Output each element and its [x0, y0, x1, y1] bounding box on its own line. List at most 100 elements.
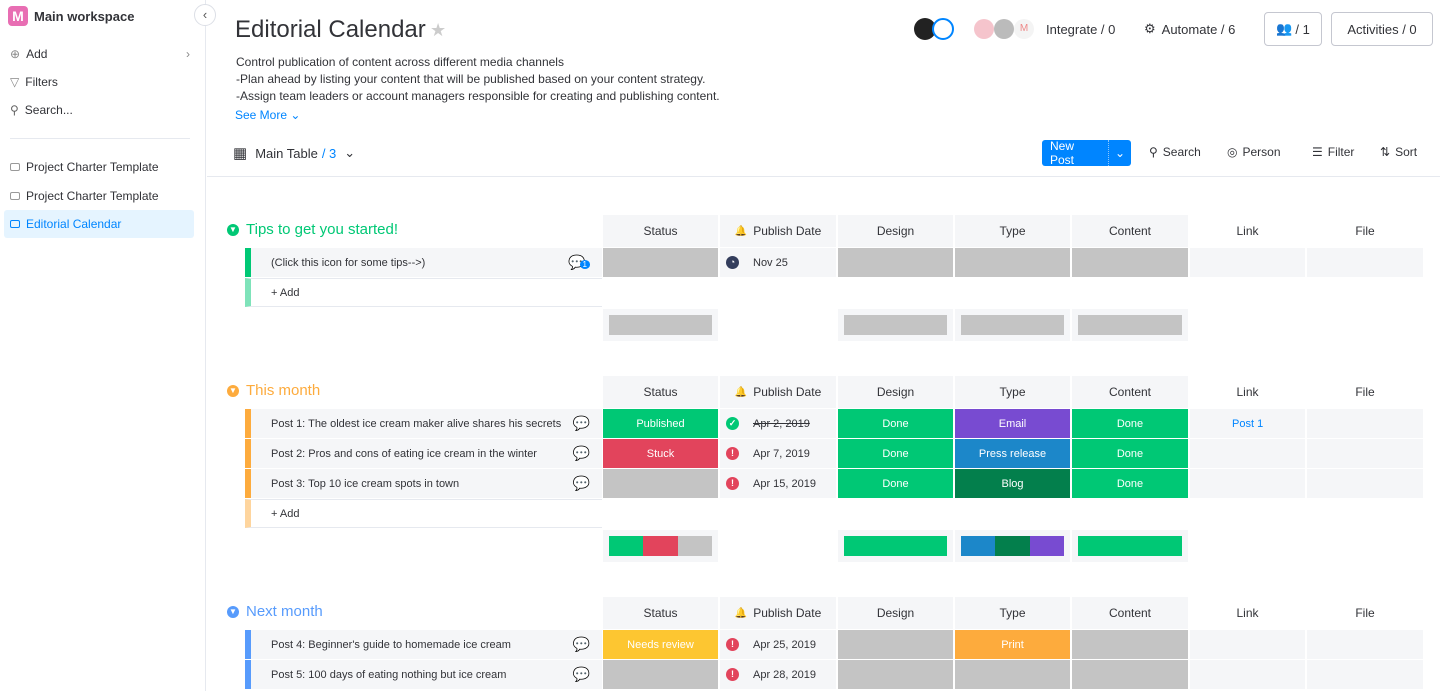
- type-cell[interactable]: Print: [955, 630, 1070, 659]
- automate-button[interactable]: ⚙ Automate / 6: [1144, 12, 1235, 46]
- type-cell[interactable]: Press release: [955, 439, 1070, 468]
- sidebar-board-editorial-calendar[interactable]: Editorial Calendar: [4, 210, 194, 238]
- file-cell[interactable]: [1307, 248, 1423, 277]
- column-header-status[interactable]: Status: [603, 376, 718, 408]
- updates-bubble-icon[interactable]: 💬: [572, 636, 590, 652]
- collapse-group-icon[interactable]: ▼: [227, 223, 239, 236]
- link-cell[interactable]: [1190, 660, 1305, 689]
- table-row-name[interactable]: Post 4: Beginner's guide to homemade ice…: [245, 630, 602, 659]
- column-header-publish-date[interactable]: 🔔 Publish Date: [720, 215, 836, 247]
- design-cell[interactable]: [838, 660, 953, 689]
- column-header-file[interactable]: File: [1307, 597, 1423, 629]
- column-header-link[interactable]: Link: [1190, 597, 1305, 629]
- sidebar-search[interactable]: ⚲ Search...: [10, 103, 73, 117]
- members-button[interactable]: 👥/ 1: [1264, 12, 1322, 46]
- column-header-file[interactable]: File: [1307, 376, 1423, 408]
- column-header-design[interactable]: Design: [838, 376, 953, 408]
- column-header-content[interactable]: Content: [1072, 597, 1188, 629]
- table-row-name[interactable]: Post 1: The oldest ice cream maker alive…: [245, 409, 602, 438]
- collapse-group-icon[interactable]: ▼: [227, 384, 239, 397]
- add-item-row[interactable]: + Add: [245, 499, 602, 528]
- type-cell[interactable]: Email: [955, 409, 1070, 438]
- design-cell[interactable]: Done: [838, 439, 953, 468]
- board-owners[interactable]: [914, 12, 954, 46]
- collapse-sidebar-button[interactable]: ‹: [194, 4, 216, 26]
- column-header-content[interactable]: Content: [1072, 376, 1188, 408]
- column-header-status[interactable]: Status: [603, 597, 718, 629]
- column-header-design[interactable]: Design: [838, 215, 953, 247]
- group-title[interactable]: ▼ Next month: [227, 603, 323, 620]
- column-header-design[interactable]: Design: [838, 597, 953, 629]
- collapse-group-icon[interactable]: ▼: [227, 605, 239, 618]
- file-cell[interactable]: [1307, 660, 1423, 689]
- integrate-button[interactable]: Integrate / 0: [1046, 12, 1115, 46]
- column-header-type[interactable]: Type: [955, 215, 1070, 247]
- file-cell[interactable]: [1307, 439, 1423, 468]
- content-cell[interactable]: [1072, 248, 1188, 277]
- content-cell[interactable]: [1072, 660, 1188, 689]
- link-cell[interactable]: [1190, 469, 1305, 498]
- link-cell[interactable]: [1190, 248, 1305, 277]
- updates-bubble-icon[interactable]: 💬1: [568, 254, 590, 271]
- column-header-link[interactable]: Link: [1190, 215, 1305, 247]
- file-cell[interactable]: [1307, 469, 1423, 498]
- type-cell[interactable]: [955, 248, 1070, 277]
- sidebar-add[interactable]: ⊕ Add ›: [10, 47, 190, 61]
- integration-logos[interactable]: M: [974, 12, 1034, 46]
- file-cell[interactable]: [1307, 630, 1423, 659]
- column-header-type[interactable]: Type: [955, 597, 1070, 629]
- type-cell[interactable]: Blog: [955, 469, 1070, 498]
- sidebar-board-project-charter-2[interactable]: Project Charter Template: [4, 182, 194, 210]
- workspace-header[interactable]: M Main workspace: [8, 6, 134, 26]
- sidebar-board-project-charter-1[interactable]: Project Charter Template: [4, 153, 194, 181]
- status-cell[interactable]: Stuck: [603, 439, 718, 468]
- search-button[interactable]: ⚲ Search: [1149, 145, 1201, 159]
- type-cell[interactable]: [955, 660, 1070, 689]
- link-cell[interactable]: [1190, 439, 1305, 468]
- updates-bubble-icon[interactable]: 💬: [572, 445, 590, 461]
- publish-date-cell[interactable]: ! Apr 28, 2019: [720, 660, 836, 689]
- group-title[interactable]: ▼ Tips to get you started!: [227, 221, 398, 238]
- publish-date-cell[interactable]: ! Apr 15, 2019: [720, 469, 836, 498]
- publish-date-cell[interactable]: ◔ Nov 25: [720, 248, 836, 277]
- group-title[interactable]: ▼ This month: [227, 382, 320, 399]
- link-cell[interactable]: [1190, 630, 1305, 659]
- link-cell[interactable]: Post 1: [1190, 409, 1305, 438]
- status-cell[interactable]: [603, 248, 718, 277]
- publish-date-cell[interactable]: ! Apr 25, 2019: [720, 630, 836, 659]
- publish-date-cell[interactable]: ✓ Apr 2, 2019: [720, 409, 836, 438]
- sidebar-filters[interactable]: ▽ Filters: [10, 75, 58, 89]
- activities-button[interactable]: Activities / 0: [1331, 12, 1433, 46]
- column-header-publish-date[interactable]: 🔔 Publish Date: [720, 376, 836, 408]
- publish-date-cell[interactable]: ! Apr 7, 2019: [720, 439, 836, 468]
- content-cell[interactable]: [1072, 630, 1188, 659]
- person-button[interactable]: ◎ Person: [1227, 145, 1281, 159]
- status-cell[interactable]: [603, 660, 718, 689]
- table-row-name[interactable]: Post 2: Pros and cons of eating ice crea…: [245, 439, 602, 468]
- updates-bubble-icon[interactable]: 💬: [572, 666, 590, 682]
- new-post-button[interactable]: New Post ⌄: [1042, 139, 1131, 167]
- view-selector[interactable]: ▦ Main Table / 3 ⌄: [233, 144, 355, 162]
- updates-bubble-icon[interactable]: 💬: [572, 475, 590, 491]
- table-row-name[interactable]: Post 5: 100 days of eating nothing but i…: [245, 660, 602, 689]
- table-row-name[interactable]: (Click this icon for some tips-->) 💬1: [245, 248, 602, 277]
- file-cell[interactable]: [1307, 409, 1423, 438]
- status-cell[interactable]: [603, 469, 718, 498]
- content-cell[interactable]: Done: [1072, 469, 1188, 498]
- column-header-type[interactable]: Type: [955, 376, 1070, 408]
- content-cell[interactable]: Done: [1072, 409, 1188, 438]
- column-header-content[interactable]: Content: [1072, 215, 1188, 247]
- table-row-name[interactable]: Post 3: Top 10 ice cream spots in town 💬: [245, 469, 602, 498]
- add-item-row[interactable]: + Add: [245, 278, 602, 307]
- status-cell[interactable]: Needs review: [603, 630, 718, 659]
- design-cell[interactable]: Done: [838, 409, 953, 438]
- star-icon[interactable]: ★: [430, 20, 447, 40]
- filter-button[interactable]: ☰ Filter: [1312, 145, 1354, 159]
- column-header-file[interactable]: File: [1307, 215, 1423, 247]
- status-cell[interactable]: Published: [603, 409, 718, 438]
- chevron-down-icon[interactable]: ⌄: [1107, 140, 1131, 166]
- content-cell[interactable]: Done: [1072, 439, 1188, 468]
- updates-bubble-icon[interactable]: 💬: [572, 415, 590, 431]
- column-header-link[interactable]: Link: [1190, 376, 1305, 408]
- see-more-link[interactable]: See More ⌄: [235, 108, 300, 122]
